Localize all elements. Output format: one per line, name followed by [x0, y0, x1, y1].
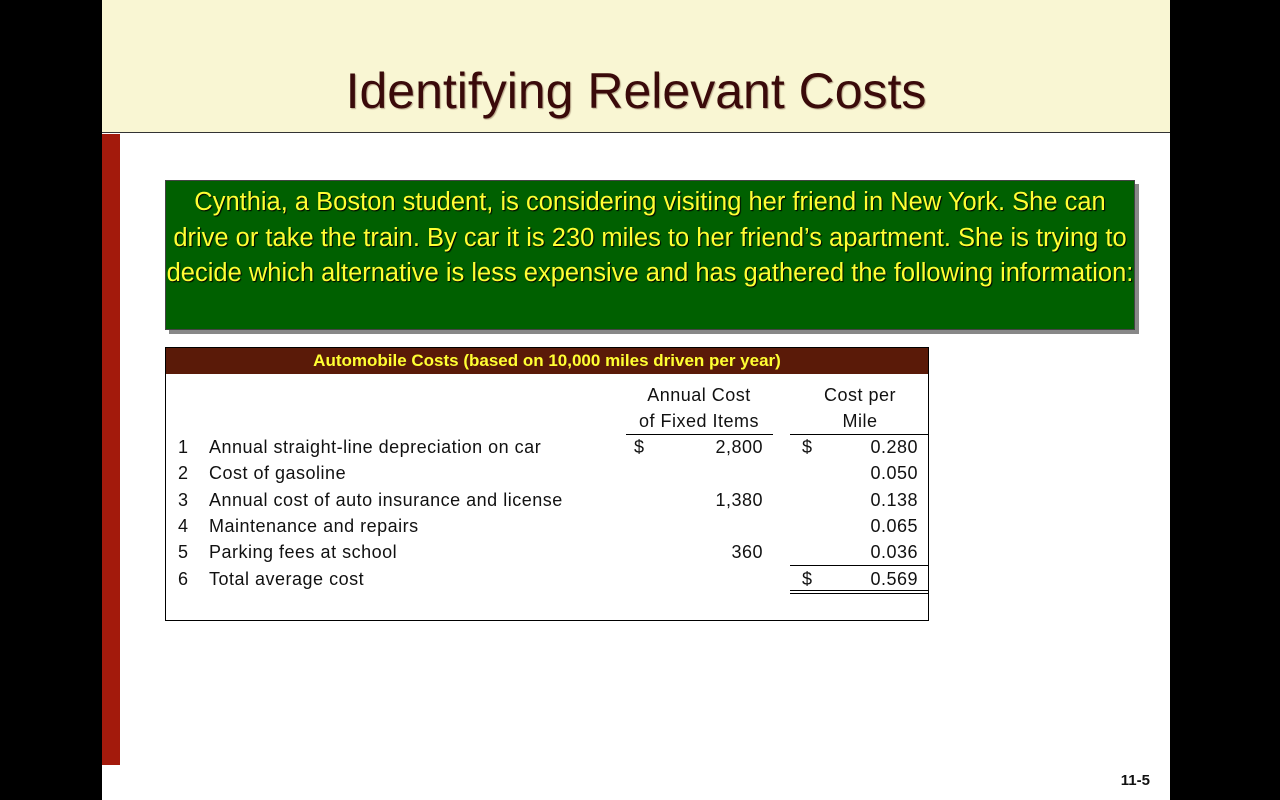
table-row: 2 Cost of gasoline 0.050	[166, 460, 928, 486]
slide: Identifying Relevant Costs Cynthia, a Bo…	[102, 0, 1170, 800]
cost-per-mile-value: 0.050	[870, 463, 918, 484]
annual-cost-value: 360	[731, 542, 763, 563]
table-title: Automobile Costs (based on 10,000 miles …	[166, 348, 928, 374]
slide-header: Identifying Relevant Costs	[102, 0, 1170, 133]
scenario-box: Cynthia, a Boston student, is considerin…	[165, 180, 1135, 330]
col-header-line: Cost per	[823, 385, 897, 405]
col-header-cost-per-mile: Cost per Mile	[792, 382, 928, 434]
row-number: 1	[178, 437, 189, 457]
cost-per-mile-value: 0.065	[870, 515, 918, 536]
row-label: Parking fees at school	[209, 542, 398, 563]
cost-per-mile-value: 0.036	[870, 542, 918, 563]
header-underline	[790, 434, 928, 435]
row-number: 4	[178, 515, 189, 536]
row-number: 5	[178, 542, 189, 563]
slide-title: Identifying Relevant Costs	[345, 63, 927, 119]
table-row: 1 Annual straight-line depreciation on ca…	[166, 434, 928, 460]
currency-symbol: $	[634, 437, 645, 457]
table-row: 3 Annual cost of auto insurance and licen…	[166, 487, 928, 513]
currency-symbol: $	[802, 568, 813, 589]
annual-cost-value: 1,380	[715, 489, 763, 510]
table-row: 5 Parking fees at school 360 0.036	[166, 539, 928, 565]
double-underline	[790, 593, 928, 594]
page-number: 11-5	[1120, 772, 1150, 789]
col-header-annual-cost: Annual Cost of Fixed Items	[626, 382, 772, 434]
total-rule	[790, 565, 928, 566]
col-header-line: of Fixed Items	[638, 411, 760, 431]
row-label: Annual cost of auto insurance and licens…	[209, 489, 563, 510]
row-number: 6	[178, 568, 189, 589]
row-label: Cost of gasoline	[209, 463, 347, 484]
row-label: Annual straight-line depreciation on car	[209, 437, 542, 457]
row-number: 2	[178, 463, 189, 484]
header-underline	[626, 434, 773, 435]
annual-cost-value: 2,800	[715, 437, 763, 457]
col-header-line: Mile	[842, 411, 878, 431]
col-header-line: Annual Cost	[647, 385, 751, 405]
row-number: 3	[178, 489, 189, 510]
accent-bar	[102, 134, 120, 765]
double-underline	[790, 590, 928, 591]
row-label: Total average cost	[209, 568, 365, 589]
cost-per-mile-value: 0.569	[870, 568, 918, 589]
cost-per-mile-value: 0.138	[870, 489, 918, 510]
table-row: 6 Total average cost $0.569	[166, 566, 928, 592]
automobile-costs-table: Automobile Costs (based on 10,000 miles …	[165, 347, 929, 621]
row-label: Maintenance and repairs	[209, 515, 419, 536]
currency-symbol: $	[802, 437, 813, 457]
table-row: 4 Maintenance and repairs 0.065	[166, 513, 928, 539]
cost-per-mile-value: 0.280	[870, 437, 918, 457]
